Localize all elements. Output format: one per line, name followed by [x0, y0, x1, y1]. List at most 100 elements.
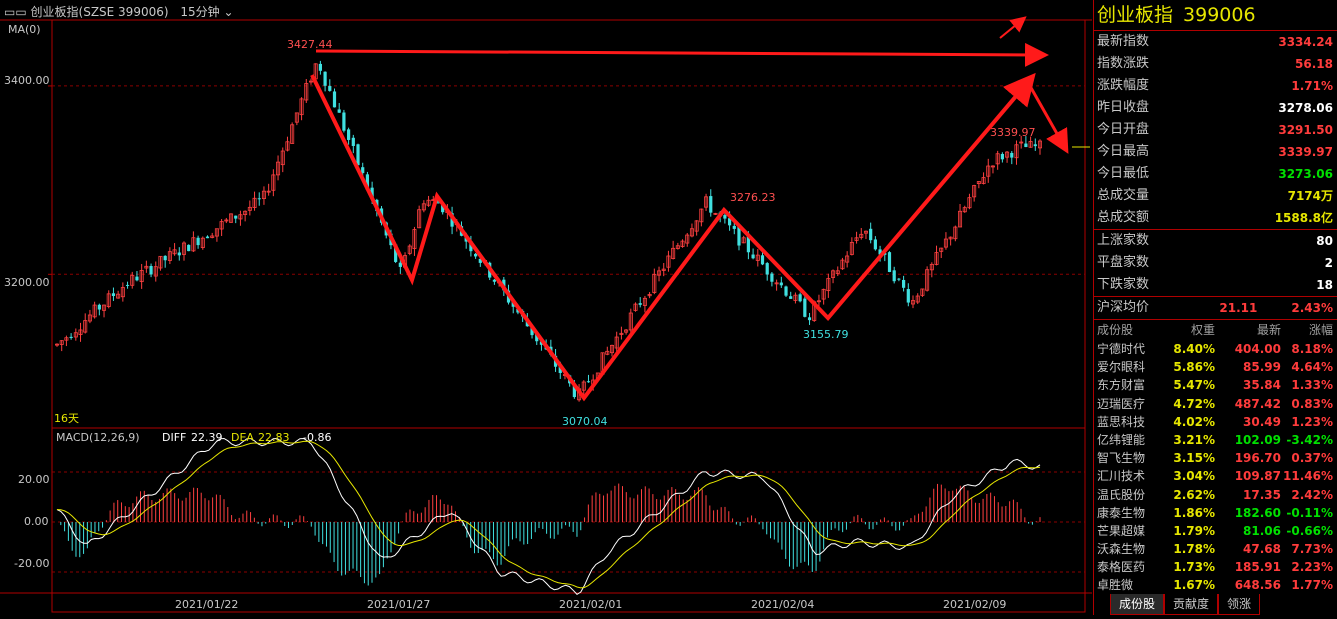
ma-label[interactable]: MA(0) [8, 23, 41, 36]
macd-lines-layer [56, 437, 1041, 596]
period-selector[interactable]: 15分钟 [180, 5, 220, 19]
price-tick-3400: 3400.00 [4, 74, 50, 87]
candle-body [469, 241, 473, 252]
candle-body [709, 196, 713, 213]
constituent-row[interactable]: 温氏股份 2.62% 17.35 2.42% [1094, 486, 1337, 504]
constituent-row[interactable]: 泰格医药 1.73% 185.91 2.23% [1094, 558, 1337, 576]
candle-body [219, 221, 224, 230]
stock-name: 泰格医药 [1097, 560, 1146, 575]
candle-body [943, 238, 948, 248]
candle-body [751, 254, 755, 259]
candle-body [845, 255, 850, 263]
candle-body [530, 326, 534, 336]
candle-body [906, 289, 910, 303]
tab-constituents[interactable]: 成份股 [1110, 594, 1165, 615]
stock-name: 康泰生物 [1097, 505, 1146, 520]
constituent-row[interactable]: 蓝思科技 4.02% 30.49 1.23% [1094, 413, 1337, 431]
window-icon[interactable]: ▭▭ [4, 5, 27, 19]
candle-body [723, 215, 727, 219]
avg-price: 21.11 [1219, 301, 1258, 315]
constituent-row[interactable]: 爱尔眼科 5.86% 85.99 4.64% [1094, 358, 1337, 376]
candle-body [605, 350, 610, 355]
candle-body [441, 202, 445, 213]
candle-body [516, 308, 520, 313]
candle-body [394, 244, 398, 262]
panel-tabs: 成份股 贡献度 领涨 [1110, 594, 1261, 615]
candle-body [586, 381, 591, 383]
constituent-row[interactable]: 智飞生物 3.15% 196.70 0.37% [1094, 449, 1337, 467]
kline-chart-area[interactable]: MA(0) 3400.00 3200.00 20.00 0.00 -20.00 … [0, 0, 1092, 615]
candle-body [276, 161, 281, 176]
candle-body [421, 203, 426, 211]
stock-price: 487.42 [1234, 396, 1281, 411]
down-arrow [1028, 85, 1069, 154]
constituent-row[interactable]: 亿纬锂能 3.21% 102.09 -3.42% [1094, 431, 1337, 449]
constituent-row[interactable]: 东方财富 5.47% 35.84 1.33% [1094, 376, 1337, 394]
constituents-table: 宁德时代 8.40% 404.00 8.18% 爱尔眼科 5.86% 85.99 4.64% 东… [1094, 340, 1337, 595]
index-name: 创业板指 [1097, 4, 1174, 26]
label-recent-high: 3339.97 [990, 126, 1036, 139]
macd-label[interactable]: MACD(12,26,9) [56, 431, 140, 444]
candle-body [234, 215, 238, 219]
candle-body [299, 98, 304, 116]
constituents-header: 成份股 权重 最新 涨幅 [1097, 323, 1333, 337]
candle-body [365, 174, 370, 191]
label-days: 16天 [54, 412, 79, 425]
kline-chart-svg[interactable]: MA(0) 3400.00 3200.00 20.00 0.00 -20.00 … [0, 0, 1092, 615]
constituent-row[interactable]: 卓胜微 1.67% 648.56 1.77% [1094, 576, 1337, 594]
stock-price: 196.70 [1234, 451, 1281, 466]
constituent-row[interactable]: 宁德时代 8.40% 404.00 8.18% [1094, 340, 1337, 358]
candle-body [685, 234, 690, 244]
candle-body [167, 251, 172, 261]
chevron-down-icon[interactable]: ⌄ [223, 5, 234, 19]
candle-body [97, 304, 101, 310]
candle-body [934, 252, 939, 265]
constituent-row[interactable]: 芒果超媒 1.79% 81.06 -0.66% [1094, 522, 1337, 540]
tab-contribution[interactable]: 贡献度 [1164, 594, 1219, 615]
stock-weight: 1.67% [1173, 578, 1215, 593]
quote-value: 3278.06 [1278, 101, 1333, 115]
candle-body [323, 71, 327, 86]
candle-body [163, 255, 167, 261]
candle-body [633, 303, 638, 311]
stock-weight: 3.15% [1173, 451, 1215, 466]
label-mid-low: 3155.79 [803, 328, 849, 341]
candle-body [614, 336, 619, 349]
candle-body [986, 165, 991, 177]
constituent-row[interactable]: 迈瑞医疗 4.72% 487.42 0.83% [1094, 395, 1337, 413]
macd-histogram-layer [60, 483, 1041, 586]
stock-weight: 1.79% [1173, 523, 1215, 538]
candle-body [675, 245, 680, 249]
candle-body [342, 112, 346, 131]
stock-change: -3.42% [1286, 432, 1333, 447]
candle-body [398, 262, 402, 267]
constituent-row[interactable]: 汇川技术 3.04% 109.87 11.46% [1094, 467, 1337, 485]
candle-body [572, 383, 576, 398]
candle-body [976, 181, 981, 185]
candle-body [243, 210, 248, 215]
label-mid-high: 3276.23 [730, 191, 776, 204]
stock-change: 1.77% [1291, 578, 1333, 593]
tab-leaders[interactable]: 领涨 [1218, 594, 1261, 615]
candle-body [628, 312, 633, 331]
candle-body [689, 228, 694, 237]
candle-body [1000, 153, 1004, 160]
candle-body [64, 337, 69, 341]
macd-tick-20: 20.00 [18, 473, 50, 486]
candle-body [304, 83, 309, 101]
candle-body [337, 109, 341, 113]
breadth-label: 上涨家数 [1097, 233, 1150, 248]
candle-body [229, 213, 234, 223]
breadth-list: 上涨家数 80 平盘家数 2 下跌家数 18 [1094, 230, 1337, 297]
candle-body [252, 197, 257, 208]
stock-name: 东方财富 [1097, 378, 1146, 393]
candle-body [558, 364, 562, 373]
constituent-row[interactable]: 康泰生物 1.86% 182.60 -0.11% [1094, 504, 1337, 522]
candle-body [902, 279, 906, 288]
candle-body [106, 293, 111, 307]
constituent-row[interactable]: 沃森生物 1.78% 47.68 7.73% [1094, 540, 1337, 558]
breadth-row: 下跌家数 18 [1094, 274, 1337, 296]
candle-body [774, 282, 779, 285]
candle-body [849, 242, 854, 255]
stock-weight: 5.47% [1173, 378, 1215, 393]
